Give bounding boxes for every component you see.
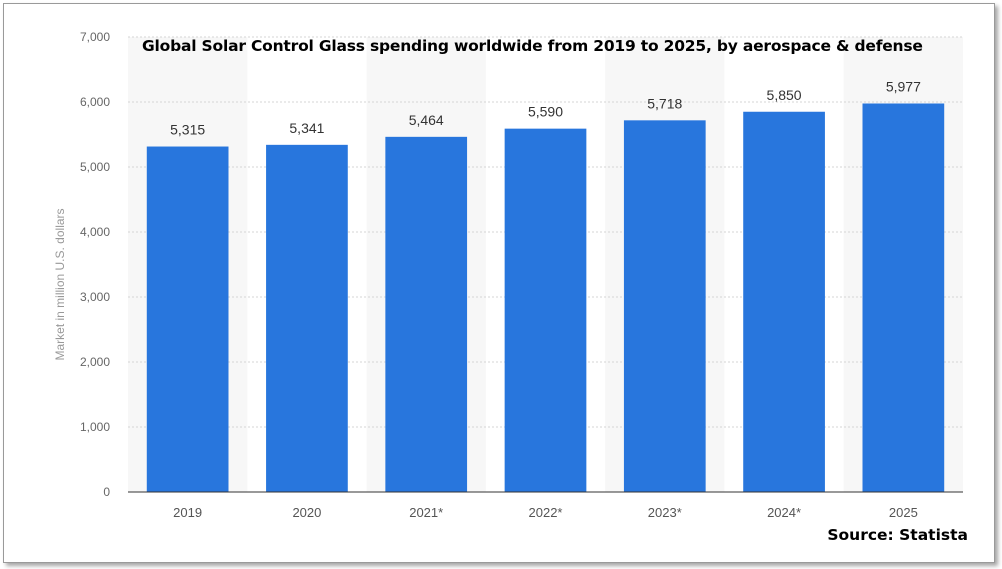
chart-title: Global Solar Control Glass spending worl… [142, 37, 923, 55]
y-tick-label: 2,000 [80, 355, 110, 369]
bars [146, 103, 945, 493]
bar [266, 144, 348, 492]
y-axis-label: Market in million U.S. dollars [53, 208, 67, 360]
value-labels: 5,315 5,341 5,464 5,590 5,718 5,850 5,977 [170, 78, 921, 137]
bar [743, 111, 825, 492]
y-tick-label: 3,000 [80, 290, 110, 304]
bar [504, 128, 587, 492]
bar [385, 136, 468, 492]
x-axis-ticks: 2019 2020 2021* 2022* 2023* 2024* 2025 [173, 505, 918, 520]
bar-value-label: 5,977 [886, 78, 921, 94]
source-label: Source: Statista [827, 526, 968, 544]
x-tick-label: 2023* [648, 505, 682, 520]
bar-value-label: 5,341 [289, 120, 324, 136]
bar-value-label: 5,718 [647, 95, 682, 111]
x-tick-label: 2024* [767, 505, 801, 520]
y-tick-label: 5,000 [80, 160, 110, 174]
bar [862, 103, 945, 493]
x-tick-label: 2022* [529, 505, 563, 520]
bar-value-label: 5,850 [767, 87, 802, 103]
x-tick-label: 2021* [409, 505, 443, 520]
y-axis-ticks: 0 1,000 2,000 3,000 4,000 5,000 6,000 7,000 [80, 30, 110, 499]
y-tick-label: 1,000 [80, 420, 110, 434]
bar-value-label: 5,464 [409, 112, 444, 128]
bar [146, 146, 229, 492]
x-tick-label: 2025 [889, 505, 918, 520]
y-tick-label: 6,000 [80, 95, 110, 109]
y-tick-label: 0 [103, 485, 110, 499]
x-tick-label: 2020 [292, 505, 321, 520]
y-tick-label: 7,000 [80, 30, 110, 44]
bar-value-label: 5,315 [170, 122, 205, 138]
y-tick-label: 4,000 [80, 225, 110, 239]
x-tick-label: 2019 [173, 505, 202, 520]
bar-value-label: 5,590 [528, 104, 563, 120]
bar [623, 120, 706, 492]
